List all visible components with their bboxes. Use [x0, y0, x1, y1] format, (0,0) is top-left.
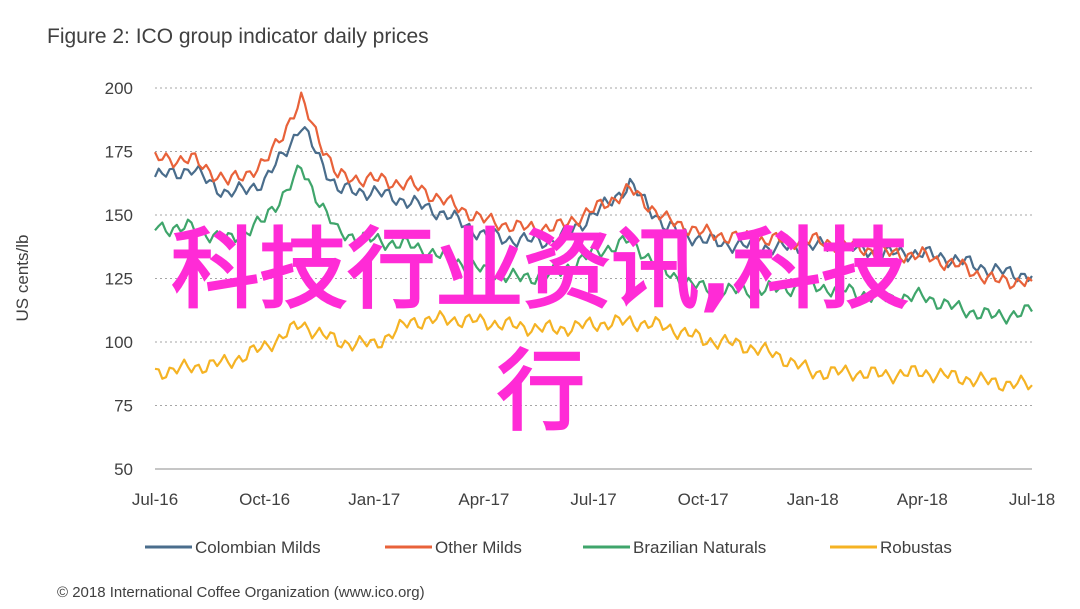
legend-label: Robustas — [880, 538, 952, 557]
series-line-brazilian-naturals — [154, 164, 1033, 325]
copyright-footer: © 2018 International Coffee Organization… — [57, 584, 425, 601]
x-tick-label: Oct-16 — [239, 490, 290, 509]
x-tick-label: Jul-18 — [1009, 490, 1055, 509]
x-tick-label: Oct-17 — [678, 490, 729, 509]
x-tick-label: Jan-17 — [348, 490, 400, 509]
overlay-text-line-2: 行 — [497, 340, 585, 443]
y-tick-label: 200 — [105, 79, 133, 98]
legend-label: Brazilian Naturals — [633, 538, 766, 557]
legend-label: Other Milds — [435, 538, 522, 557]
y-tick-labels: 200 175 150 125 100 75 50 — [105, 79, 133, 479]
series-line-other-milds — [154, 91, 1033, 290]
x-tick-labels: Jul-16 Oct-16 Jan-17 Apr-17 Jul-17 Oct-17 Jan-… — [132, 490, 1055, 509]
legend-label: Colombian Milds — [195, 538, 321, 557]
y-tick-label: 150 — [105, 206, 133, 225]
chart-title: Figure 2: ICO group indicator daily pric… — [47, 25, 429, 48]
legend: Colombian Milds Other Milds Brazilian Natu… — [145, 538, 952, 557]
y-axis-label: US cents/lb — [13, 235, 32, 322]
overlay-text-line-1: 科技行业资讯,科技 — [171, 218, 908, 321]
y-tick-label: 50 — [114, 460, 133, 479]
y-tick-label: 125 — [105, 270, 133, 289]
x-tick-label: Jul-17 — [570, 490, 616, 509]
x-tick-label: Apr-17 — [458, 490, 509, 509]
series-line-robustas — [154, 310, 1033, 392]
x-tick-label: Jan-18 — [787, 490, 839, 509]
x-tick-label: Jul-16 — [132, 490, 178, 509]
y-tick-label: 75 — [114, 397, 133, 416]
x-tick-label: Apr-18 — [897, 490, 948, 509]
y-tick-label: 175 — [105, 143, 133, 162]
gridlines — [155, 87, 1032, 470]
series-lines — [153, 91, 1033, 392]
y-tick-label: 100 — [105, 333, 133, 352]
